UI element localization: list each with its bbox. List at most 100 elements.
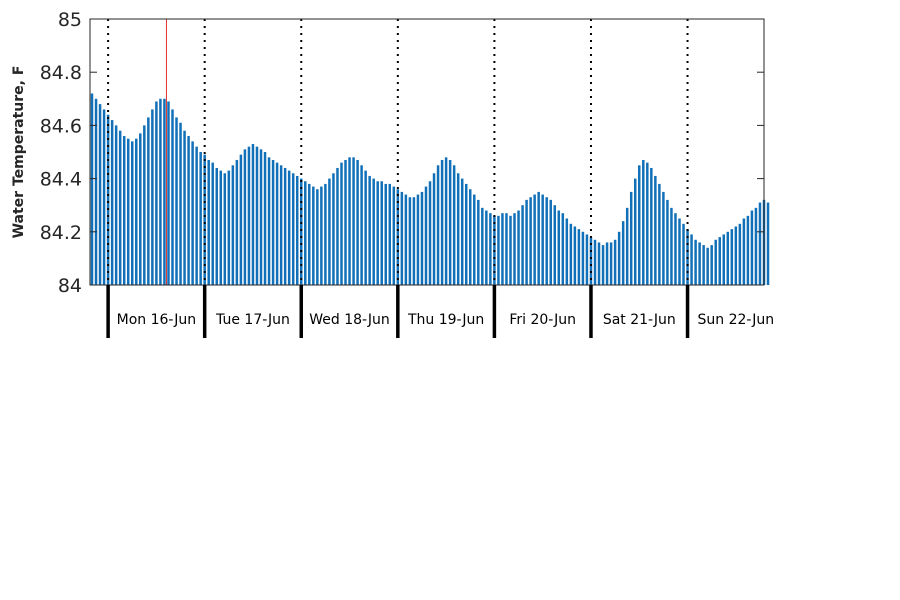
temperature-bar bbox=[452, 165, 456, 285]
temperature-bar bbox=[758, 202, 762, 285]
temperature-bar bbox=[90, 93, 94, 285]
temperature-bar bbox=[650, 167, 653, 285]
plot-area-frame bbox=[89, 18, 765, 286]
temperature-bar bbox=[569, 223, 573, 285]
temperature-bar bbox=[231, 165, 235, 285]
temperature-bar bbox=[332, 173, 335, 285]
temperature-bar bbox=[287, 170, 291, 285]
temperature-bar bbox=[448, 159, 452, 285]
temperature-bar bbox=[340, 162, 343, 285]
temperature-bar bbox=[187, 136, 190, 285]
temperature-bar bbox=[706, 247, 709, 285]
y-tick-label: 84.2 bbox=[40, 222, 82, 244]
y-tick-label: 84 bbox=[58, 275, 82, 297]
temperature-bar bbox=[295, 175, 299, 285]
temperature-bar bbox=[219, 170, 223, 285]
day-label: Tue 17-Jun bbox=[215, 312, 290, 328]
temperature-bar bbox=[203, 154, 206, 285]
temperature-bar bbox=[98, 104, 102, 286]
temperature-bar bbox=[609, 242, 613, 285]
temperature-bar bbox=[416, 194, 420, 285]
temperature-bar bbox=[324, 183, 327, 285]
y-tick-label: 84.6 bbox=[40, 115, 82, 137]
temperature-bar bbox=[605, 242, 609, 285]
temperature-bar bbox=[613, 239, 617, 285]
temperature-bar bbox=[424, 186, 428, 285]
temperature-bar bbox=[601, 245, 605, 285]
temperature-bar bbox=[501, 213, 504, 285]
temperature-bar bbox=[147, 117, 150, 285]
temperature-bar bbox=[271, 159, 275, 285]
temperature-bar bbox=[670, 207, 673, 285]
temperature-bar bbox=[364, 170, 367, 285]
temperature-bar bbox=[344, 159, 347, 285]
temperature-bar bbox=[191, 141, 194, 285]
temperature-bar bbox=[654, 175, 657, 285]
temperature-bar bbox=[617, 231, 621, 285]
temperature-bar bbox=[726, 231, 730, 285]
temperature-bar bbox=[135, 138, 138, 285]
temperature-bar bbox=[283, 167, 287, 285]
temperature-bar bbox=[239, 154, 243, 285]
temperature-bar bbox=[537, 191, 540, 285]
temperature-bar bbox=[223, 173, 227, 285]
temperature-bar bbox=[497, 215, 500, 285]
temperature-bar bbox=[593, 239, 597, 285]
temperature-bar bbox=[456, 173, 460, 285]
temperature-bar bbox=[106, 114, 110, 285]
temperature-bar bbox=[175, 117, 178, 285]
temperature-bar bbox=[259, 149, 263, 285]
temperature-bar bbox=[126, 138, 130, 285]
temperature-bar bbox=[513, 213, 516, 285]
temperature-bar bbox=[698, 242, 701, 285]
temperature-bar bbox=[195, 146, 198, 285]
temperature-bar bbox=[211, 162, 214, 285]
day-label: Wed 18-Jun bbox=[309, 312, 390, 328]
temperature-bar bbox=[279, 165, 283, 285]
temperature-bar bbox=[114, 125, 118, 286]
temperature-bar bbox=[621, 221, 625, 285]
temperature-bar bbox=[368, 175, 371, 285]
temperature-bar bbox=[320, 186, 323, 285]
temperature-bar bbox=[392, 186, 396, 285]
temperature-bar bbox=[300, 178, 303, 285]
temperature-bar bbox=[316, 189, 319, 285]
temperature-bar bbox=[263, 152, 267, 285]
temperature-bar bbox=[525, 199, 528, 285]
temperature-bar bbox=[694, 239, 697, 285]
temperature-bar bbox=[251, 144, 255, 285]
temperature-bar bbox=[400, 191, 404, 285]
temperature-bar bbox=[163, 98, 166, 285]
temperature-bar bbox=[581, 231, 585, 285]
temperature-bar bbox=[247, 146, 251, 285]
temperature-bar bbox=[243, 149, 247, 285]
temperature-bar bbox=[533, 194, 536, 285]
temperature-bar bbox=[589, 237, 593, 285]
temperature-bar bbox=[553, 205, 556, 285]
temperature-bar bbox=[561, 213, 565, 285]
temperature-bar bbox=[94, 98, 98, 285]
temperature-bar bbox=[102, 109, 106, 285]
temperature-bar bbox=[179, 122, 182, 286]
day-separator-lines bbox=[107, 19, 689, 285]
temperature-bar bbox=[529, 197, 532, 285]
temperature-bar bbox=[122, 136, 126, 285]
temperature-bar bbox=[432, 173, 436, 285]
temperature-bar bbox=[275, 162, 279, 285]
temperature-bar bbox=[143, 125, 146, 286]
temperature-bar bbox=[312, 186, 315, 285]
temperature-bar bbox=[557, 210, 561, 285]
temperature-bar bbox=[521, 205, 524, 285]
temperature-bar bbox=[738, 223, 742, 285]
temperature-bar bbox=[565, 218, 569, 285]
temperature-bar bbox=[469, 189, 472, 285]
temperature-bar bbox=[376, 181, 379, 285]
temperature-bar bbox=[730, 229, 734, 285]
temperature-bar bbox=[464, 183, 468, 285]
temperature-bar bbox=[545, 197, 548, 285]
temperature-bar bbox=[678, 218, 681, 285]
temperature-bar bbox=[549, 199, 552, 285]
temperature-bar bbox=[360, 165, 363, 285]
day-label: Thu 19-Jun bbox=[407, 312, 484, 328]
